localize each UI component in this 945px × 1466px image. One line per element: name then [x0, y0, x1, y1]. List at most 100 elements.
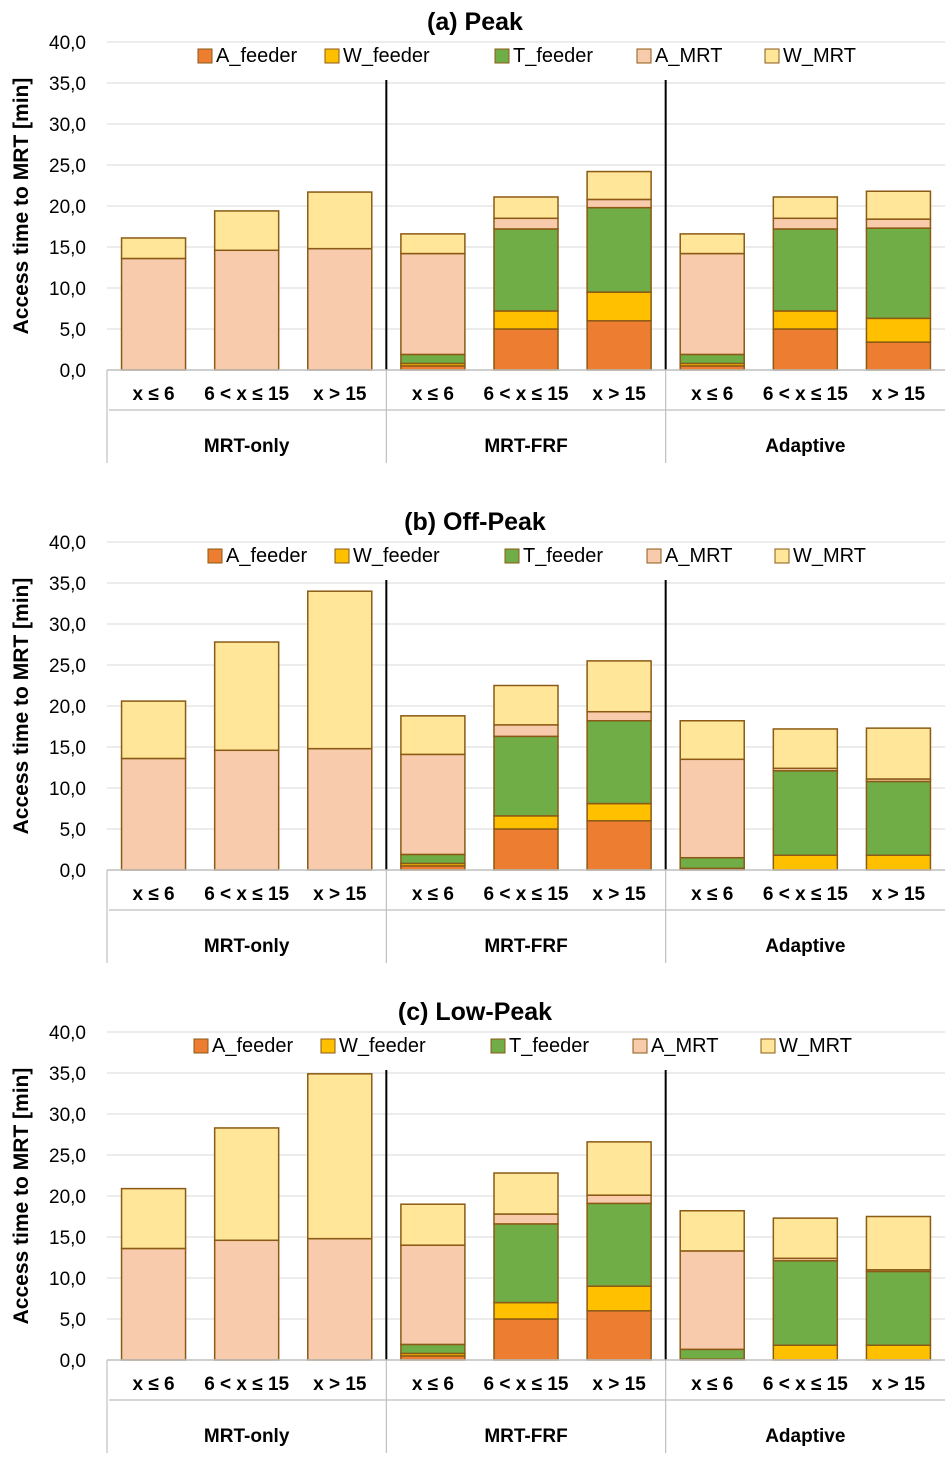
y-tick-label: 15,0: [49, 738, 86, 759]
bar-w-mrt: [679, 233, 745, 255]
bar-w-mrt: [772, 196, 839, 220]
x-tick-label: x ≤ 6: [132, 884, 174, 905]
chart-panel-1: (a) Peak Access time to MRT [min] 0,0 5,0 10…: [10, 8, 945, 463]
bar-w-feeder: [493, 310, 559, 330]
legend-swatch: [760, 1038, 776, 1054]
x-tick-label: x ≤ 6: [412, 884, 454, 905]
x-tick-label: x > 15: [872, 1374, 926, 1395]
bar-t-feeder: [772, 770, 839, 856]
chart-title: (b) Off-Peak: [404, 508, 546, 536]
legend-label: W_MRT: [783, 45, 856, 67]
y-axis-label: Access time to MRT [min]: [10, 1068, 33, 1325]
bar-w-mrt: [307, 1073, 373, 1240]
x-tick-label: x > 15: [872, 884, 926, 905]
x-tick-label: x > 15: [313, 884, 367, 905]
bar-a-mrt: [120, 757, 187, 871]
bar-w-mrt: [865, 727, 932, 780]
y-tick-label: 35,0: [49, 1064, 86, 1085]
y-tick-label: 15,0: [49, 238, 86, 259]
bar-t-feeder: [586, 720, 652, 805]
bar-a-feeder: [586, 320, 652, 371]
bar-a-feeder: [772, 328, 839, 371]
y-tick-label: 40,0: [49, 533, 86, 554]
bar-a-feeder: [586, 1310, 652, 1361]
x-tick-label: x > 15: [592, 384, 646, 405]
y-tick-label: 10,0: [49, 1269, 86, 1290]
bar-w-feeder: [772, 1344, 839, 1361]
x-tick-label: 6 < x ≤ 15: [204, 1374, 289, 1395]
y-tick-label: 5,0: [60, 320, 86, 341]
x-tick-label: x > 15: [592, 884, 646, 905]
x-tick-label: x ≤ 6: [691, 384, 733, 405]
group-label: MRT-FRF: [484, 936, 567, 957]
bar-w-mrt: [679, 1210, 745, 1252]
x-tick-label: x ≤ 6: [132, 1374, 174, 1395]
bar-a-mrt: [586, 198, 652, 209]
legend-swatch: [324, 48, 340, 64]
group-label: MRT-only: [204, 436, 290, 457]
y-tick-label: 20,0: [49, 1187, 86, 1208]
bar-w-feeder: [865, 854, 932, 871]
bar-w-mrt: [120, 700, 187, 760]
group-label: Adaptive: [765, 436, 845, 457]
bar-w-mrt: [213, 1127, 280, 1242]
legend-label: W_feeder: [339, 1035, 426, 1057]
bar-t-feeder: [865, 227, 932, 320]
legend-label: T_feeder: [523, 545, 603, 567]
group-label: MRT-FRF: [484, 436, 567, 457]
bar-w-mrt: [493, 196, 559, 220]
bar-w-feeder: [493, 815, 559, 830]
bar-a-mrt: [213, 1239, 280, 1361]
group-label: Adaptive: [765, 1426, 845, 1447]
bar-w-mrt: [586, 170, 652, 201]
bar-a-mrt: [213, 749, 280, 871]
bar-w-feeder: [586, 291, 652, 322]
bar-t-feeder: [493, 228, 559, 312]
bar-a-feeder: [493, 828, 559, 871]
bar-t-feeder: [586, 1202, 652, 1287]
y-tick-label: 30,0: [49, 615, 86, 636]
y-axis-label: Access time to MRT [min]: [10, 78, 33, 335]
legend-label: A_MRT: [665, 545, 732, 567]
bar-a-feeder: [586, 820, 652, 871]
legend-swatch: [636, 48, 652, 64]
legend-swatch: [494, 48, 510, 64]
legend-label: A_feeder: [212, 1035, 294, 1057]
bar-t-feeder: [865, 780, 932, 856]
bar-w-mrt: [213, 210, 280, 252]
x-tick-label: 6 < x ≤ 15: [763, 1374, 848, 1395]
bar-w-mrt: [307, 590, 373, 750]
y-tick-label: 0,0: [60, 361, 86, 382]
legend-swatch: [632, 1038, 648, 1054]
y-tick-label: 25,0: [49, 156, 86, 177]
legend-swatch: [334, 548, 350, 564]
bar-t-feeder: [400, 853, 466, 865]
y-tick-label: 40,0: [49, 1023, 86, 1044]
chart-title: (c) Low-Peak: [398, 998, 552, 1026]
y-tick-label: 15,0: [49, 1228, 86, 1249]
x-tick-label: x > 15: [872, 384, 926, 405]
legend-label: W_feeder: [343, 45, 430, 67]
bar-a-mrt: [400, 252, 466, 356]
x-tick-label: 6 < x ≤ 15: [484, 884, 569, 905]
bar-w-mrt: [400, 233, 466, 255]
group-label: MRT-FRF: [484, 1426, 567, 1447]
y-tick-label: 0,0: [60, 1351, 86, 1372]
bar-w-mrt: [213, 641, 280, 752]
legend-label: A_feeder: [216, 45, 298, 67]
bar-w-mrt: [772, 728, 839, 770]
bar-w-mrt: [772, 1217, 839, 1260]
bar-t-feeder: [772, 228, 839, 312]
bar-w-mrt: [493, 1172, 559, 1215]
chart-title: (a) Peak: [427, 8, 523, 36]
y-tick-label: 5,0: [60, 820, 86, 841]
legend-label: W_MRT: [779, 1035, 852, 1057]
bar-a-mrt: [586, 710, 652, 722]
x-tick-label: 6 < x ≤ 15: [204, 884, 289, 905]
bar-t-feeder: [679, 1348, 745, 1360]
bar-w-mrt: [679, 720, 745, 761]
y-tick-label: 35,0: [49, 574, 86, 595]
bar-t-feeder: [679, 856, 745, 870]
bar-a-mrt: [213, 249, 280, 371]
